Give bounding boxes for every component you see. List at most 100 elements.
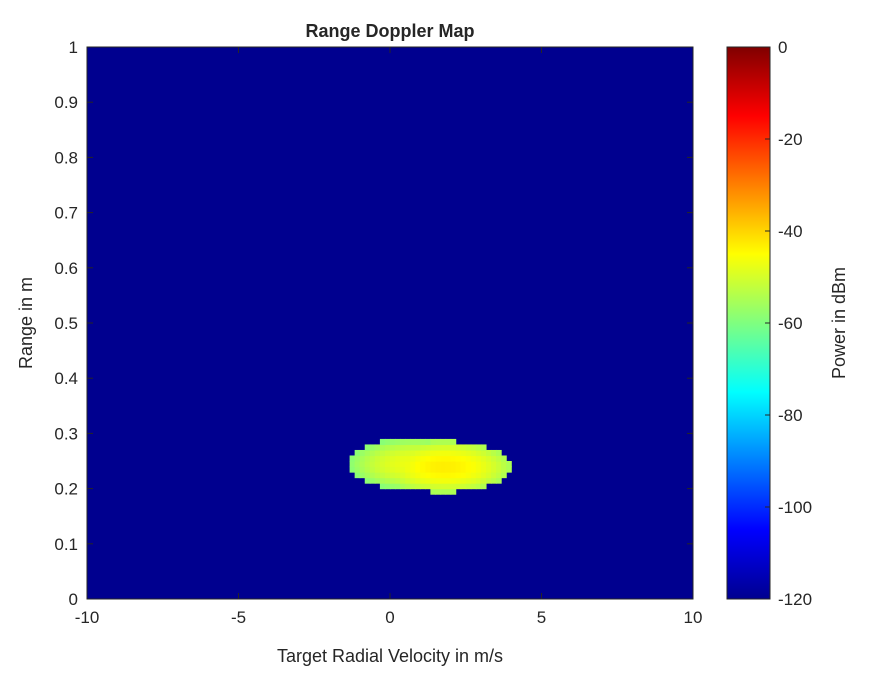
heatmap-cell [496,472,502,479]
heatmap-cell [485,455,492,462]
heatmap-cell [384,477,391,484]
heatmap-cell [445,438,452,446]
heatmap-cell [491,466,497,473]
heatmap-cell [405,483,411,490]
heatmap-cell [475,483,482,490]
heatmap-cell [465,449,472,457]
heatmap-cell [501,472,507,479]
heatmap-cell [420,483,426,490]
heatmap-cell [384,444,391,451]
heatmap-cell [435,449,442,457]
heatmap-cell [420,455,426,462]
heatmap-cell [369,444,376,451]
heatmap-cell [440,449,447,457]
heatmap-cell [496,461,502,468]
heatmap-cell [379,455,386,462]
heatmap-cell [410,472,416,479]
heatmap-cell [415,455,421,462]
heatmap-cell [460,461,467,468]
heatmap-cell [425,483,431,490]
heatmap-cell [415,483,421,490]
heatmap-cell [420,472,426,479]
heatmap-cell [425,438,431,446]
heatmap-cell [400,449,406,457]
heatmap-cell [425,466,431,473]
heatmap-cell [369,477,376,484]
heatmap-cell [369,466,376,473]
heatmap-cell [395,461,401,468]
colorbar-tick-label: 0 [778,38,787,57]
y-axis-label: Range in m [16,277,36,369]
heatmap-cell [470,477,477,484]
heatmap-cell [425,444,431,451]
heatmap-cell [480,472,487,479]
heatmap-cell [379,438,386,446]
heatmap-cell [410,461,416,468]
heatmap-cell [465,444,472,451]
heatmap-cell [475,449,482,457]
heatmap-cell [379,444,386,451]
x-axis-ticks: -10 -5 0 5 10 [75,47,703,627]
heatmap-cell [359,461,366,468]
heatmap-cell [501,466,507,473]
heatmap-cell [410,483,416,490]
heatmap-cell [491,472,497,479]
heatmap-cell [354,455,361,462]
heatmap-cell [395,444,401,451]
heatmap-cell [445,488,452,495]
heatmap-cell [496,477,502,484]
heatmap-cell [430,455,437,462]
heatmap-cell [405,472,411,479]
heatmap-cell [400,461,406,468]
heatmap-cell [374,461,381,468]
heatmap-cell [369,455,376,462]
heatmap-cell [430,472,437,479]
heatmap-cell [465,477,472,484]
heatmap-cell [410,455,416,462]
heatmap-cell [405,449,411,457]
heatmap-cell [390,455,396,462]
y-tick-label: 0 [69,590,78,609]
heatmap-cell [415,472,421,479]
heatmap-cell [384,461,391,468]
y-tick-label: 0.9 [54,93,78,112]
heatmap-cell [475,444,482,451]
heatmap-cell [390,472,396,479]
heatmap-cell [400,455,406,462]
heatmap-cell [425,477,431,484]
heatmap-cell [415,438,421,446]
heatmap-cell [400,477,406,484]
heatmap-cell [390,466,396,473]
heatmap-cell [369,449,376,457]
colorbar-tick-label: -120 [778,590,812,609]
heatmap-cell [354,461,361,468]
colorbar-tick-label: -80 [778,406,803,425]
heatmap-cell [460,477,467,484]
heatmap-cell [425,449,431,457]
heatmap-cell [435,472,442,479]
x-tick-label: 0 [385,608,394,627]
heatmap-cell [395,477,401,484]
heatmap-cell [460,449,467,457]
heatmap-cell [455,472,462,479]
heatmap-cell [475,455,482,462]
heatmap-cell [470,444,477,451]
heatmap-cell [379,461,386,468]
heatmap-cell [435,466,442,473]
heatmap-cell [480,449,487,457]
heatmap-cell [415,461,421,468]
heatmap-cell [364,472,371,479]
heatmap-cell [445,449,452,457]
heatmap-cell [445,444,452,451]
heatmap-cell [349,455,356,462]
x-tick-label: -10 [75,608,100,627]
heatmap-cell [349,466,356,473]
heatmap-cell [465,466,472,473]
x-tick-label: 10 [684,608,703,627]
heatmap-cell [440,488,447,495]
heatmap-cell [450,461,457,468]
heatmap-cell [420,461,426,468]
heatmap-cell [435,488,442,495]
heatmap-cell [400,472,406,479]
heatmap-cell [440,472,447,479]
